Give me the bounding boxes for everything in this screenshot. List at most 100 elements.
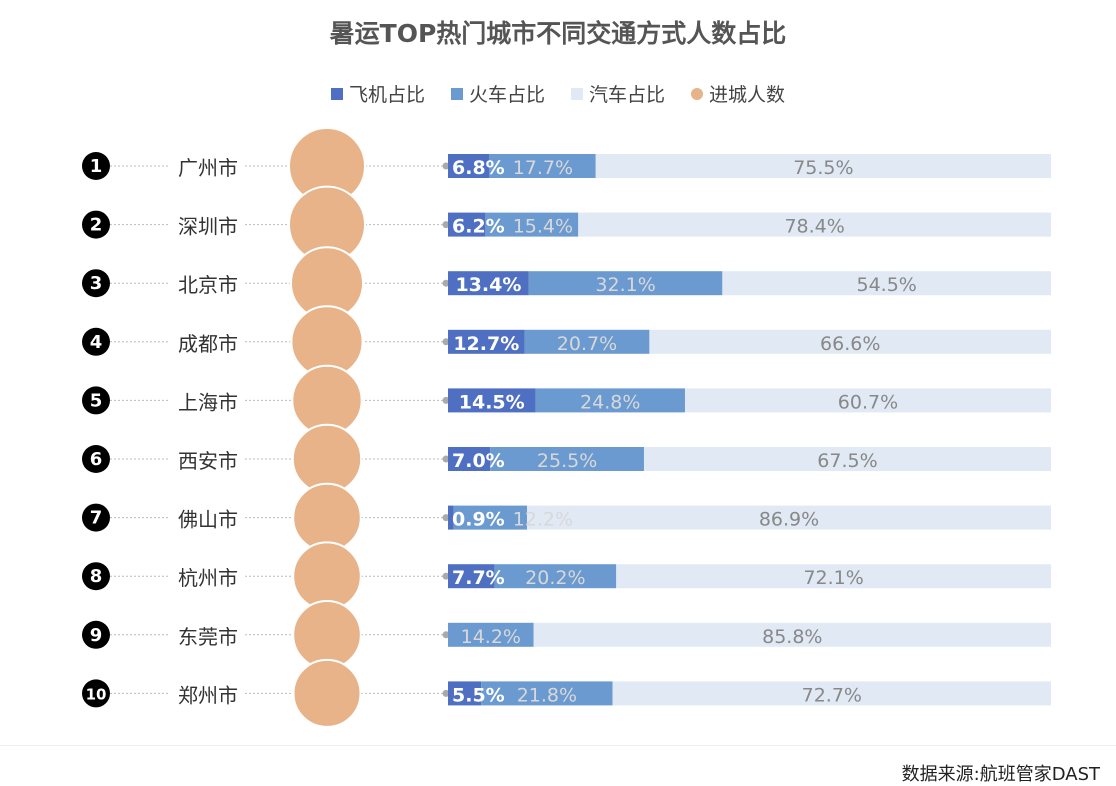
legend-label: 进城人数: [709, 84, 786, 106]
rank-badge: [82, 386, 110, 415]
data-label-plane: 6.8%: [452, 157, 505, 179]
legend-label: 飞机占比: [348, 84, 425, 106]
bar-segment-car: [526, 505, 1051, 530]
bar-segment-car: [649, 329, 1051, 354]
chart-plot: 1 广州市 6.8% 17.7% 75.5%2 深圳市 6.2% 15.4% 78.4%3 北京市…: [82, 127, 1051, 728]
inflow-bubble: [292, 541, 362, 612]
legend-item-inflow[interactable]: 进城人数: [691, 80, 785, 107]
inflow-bubble: [292, 482, 362, 553]
city-label: 上海市: [178, 390, 238, 414]
bar-segment-car: [578, 212, 1051, 237]
data-label-car: 86.9%: [759, 509, 819, 531]
bar-segment-car: [612, 681, 1051, 706]
bar-segment-plane: [448, 505, 454, 530]
rank-number: 6: [90, 449, 103, 470]
rank-number: 1: [90, 156, 103, 177]
data-label-car: 67.5%: [817, 450, 877, 472]
rank-number: 2: [90, 215, 103, 236]
data-label-train: 24.8%: [580, 391, 640, 413]
leader-dot: [442, 689, 450, 697]
city-label: 佛山市: [178, 508, 238, 532]
bar-segment-plane: [448, 681, 482, 706]
leader-dot: [442, 279, 450, 287]
bar-segment-train: [453, 505, 527, 530]
city-label: 郑州市: [178, 683, 238, 707]
data-label-plane: 6.2%: [452, 216, 505, 238]
rank-badge: [82, 679, 110, 708]
rank-badge: [82, 503, 110, 532]
rank-badge: [82, 445, 110, 473]
rank-number: 5: [90, 390, 103, 411]
bar-segment-train: [494, 564, 617, 589]
leader-dot: [442, 455, 450, 463]
data-label-train: 20.2%: [525, 567, 585, 589]
leader-dot: [442, 514, 450, 522]
data-label-train: 25.5%: [537, 450, 597, 472]
bar-segment-car: [595, 154, 1051, 178]
legend-label: 火车占比: [468, 84, 545, 106]
bar-segment-car: [533, 622, 1051, 647]
data-label-train: 15.4%: [513, 216, 573, 238]
data-label-car: 60.7%: [838, 391, 898, 413]
rank-badge: [82, 562, 110, 591]
inflow-bubble: [292, 658, 362, 728]
data-label-train: 12.2%: [513, 509, 573, 531]
bar-segment-train: [481, 681, 613, 706]
data-label-train: 32.1%: [595, 274, 655, 296]
bar-segment-train: [485, 212, 579, 237]
bar-segment-car: [643, 447, 1051, 471]
data-label-car: 85.8%: [762, 626, 822, 648]
data-label-plane: 5.5%: [452, 684, 505, 706]
bar-segment-train: [448, 622, 534, 647]
city-label: 北京市: [178, 273, 238, 297]
bar-segment-train: [524, 329, 650, 354]
city-label: 西安市: [178, 449, 238, 473]
legend-item-plane[interactable]: 飞机占比: [330, 80, 425, 107]
rank-number: 10: [86, 685, 107, 703]
bar-segment-plane: [448, 388, 536, 413]
legend-swatch: [691, 87, 704, 100]
source-note: 数据来源:航班管家DAST: [901, 764, 1100, 785]
rank-badge: [82, 152, 110, 180]
data-label-plane: 14.5%: [459, 391, 525, 413]
leader-dot: [442, 572, 450, 580]
data-label-car: 54.5%: [857, 274, 917, 296]
leader-dot: [442, 631, 450, 639]
bar-segment-plane: [448, 564, 495, 589]
data-label-plane: 7.0%: [452, 450, 505, 472]
bar-segment-plane: [448, 154, 490, 178]
legend-item-train[interactable]: 火车占比: [450, 80, 545, 107]
rank-badge: [82, 327, 110, 356]
data-label-train: 20.7%: [557, 333, 617, 355]
data-label-car: 78.4%: [784, 216, 844, 238]
leader-dot: [442, 162, 450, 170]
legend-swatch: [330, 87, 343, 100]
rank-badge: [82, 620, 110, 649]
rank-badge: [82, 210, 110, 239]
city-label: 东莞市: [178, 625, 238, 649]
data-label-train: 21.8%: [517, 684, 577, 706]
city-label: 成都市: [178, 332, 238, 356]
city-label: 深圳市: [178, 215, 238, 239]
data-label-car: 66.6%: [820, 333, 880, 355]
bar-segment-car: [616, 564, 1051, 589]
bar-segment-plane: [448, 447, 491, 471]
rank-number: 8: [90, 566, 103, 587]
rank-badge: [82, 269, 110, 298]
bar-segment-train: [535, 388, 685, 413]
leader-dot: [442, 338, 450, 346]
bar-segment-train: [490, 447, 644, 471]
inflow-bubble: [292, 600, 362, 670]
city-label: 杭州市: [178, 566, 238, 590]
data-label-plane: 12.7%: [453, 333, 519, 355]
rank-number: 7: [90, 508, 103, 529]
legend-item-car[interactable]: 汽车占比: [571, 80, 665, 107]
data-label-plane: 0.9%: [452, 509, 505, 531]
leader-dot: [442, 221, 450, 229]
rank-number: 4: [90, 332, 103, 353]
bar-segment-car: [684, 388, 1051, 413]
divider: [0, 745, 1116, 746]
rank-number: 9: [90, 625, 103, 646]
bar-segment-plane: [448, 212, 486, 237]
legend-label: 汽车占比: [589, 84, 666, 106]
